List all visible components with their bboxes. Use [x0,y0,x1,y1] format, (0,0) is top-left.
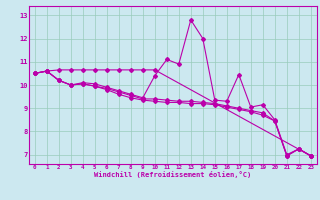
X-axis label: Windchill (Refroidissement éolien,°C): Windchill (Refroidissement éolien,°C) [94,171,252,178]
